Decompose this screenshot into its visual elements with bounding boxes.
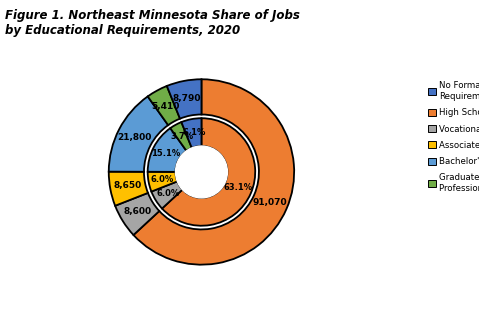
Wedge shape (171, 122, 192, 151)
Wedge shape (182, 118, 202, 148)
Text: 6.0%: 6.0% (156, 189, 179, 198)
Wedge shape (148, 128, 186, 172)
Text: 6.1%: 6.1% (182, 128, 205, 137)
Legend: No Formal Educational
Requirement, High School, Vocational Training, Associate D: No Formal Educational Requirement, High … (424, 78, 479, 196)
Text: 6.0%: 6.0% (151, 175, 174, 184)
Text: 63.1%: 63.1% (223, 183, 252, 192)
Text: 8,790: 8,790 (173, 94, 202, 103)
Text: 5,410: 5,410 (151, 102, 180, 110)
Wedge shape (148, 172, 177, 192)
Wedge shape (167, 79, 202, 119)
Wedge shape (148, 86, 180, 125)
Text: 15.1%: 15.1% (151, 149, 181, 158)
Wedge shape (162, 118, 255, 226)
Wedge shape (151, 182, 182, 208)
Circle shape (175, 146, 228, 198)
Wedge shape (109, 172, 148, 206)
Text: 3.7%: 3.7% (171, 132, 194, 141)
Text: 8,600: 8,600 (124, 208, 152, 216)
Wedge shape (134, 79, 294, 265)
Text: 21,800: 21,800 (118, 133, 152, 142)
Text: 91,070: 91,070 (253, 198, 287, 207)
Text: 8,650: 8,650 (114, 181, 142, 190)
Wedge shape (109, 96, 168, 172)
Wedge shape (115, 193, 160, 235)
Text: Figure 1. Northeast Minnesota Share of Jobs
by Educational Requirements, 2020: Figure 1. Northeast Minnesota Share of J… (5, 9, 300, 37)
